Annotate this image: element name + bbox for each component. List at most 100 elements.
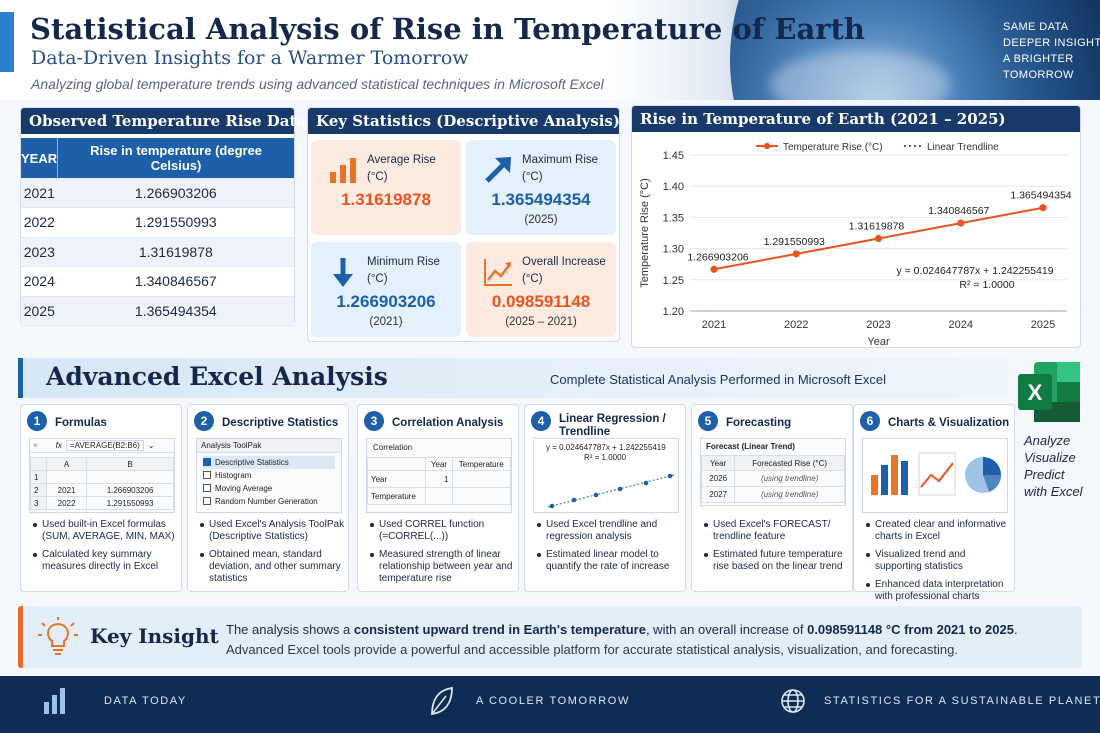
card-title: Correlation Analysis: [392, 417, 504, 429]
column-header-year: YEAR: [21, 138, 58, 178]
bullet-list: Used Excel's FORECAST/ trendline feature…: [704, 519, 849, 579]
footer-item-sustainable-planet: STATISTICS FOR A SUSTAINABLE PLANET: [824, 695, 1100, 707]
cell: [86, 470, 174, 484]
list-item: Calculated key summary measures directly…: [33, 549, 178, 573]
row-header: 2: [30, 483, 47, 497]
overall-increase-value: 0.098591148: [491, 292, 591, 311]
cell-value: 1.340846567: [57, 266, 294, 297]
label-line: Overall Increase: [522, 256, 606, 268]
list-item: Used Excel's Analysis ToolPak (Descripti…: [200, 519, 345, 543]
data-label: 1.365494354: [1010, 190, 1071, 202]
column-header: Year: [701, 455, 736, 471]
excel-icon: X: [1018, 362, 1080, 422]
key-statistics-title: Key Statistics (Descriptive Analysis): [308, 108, 620, 134]
insight-text: The analysis shows a: [226, 622, 354, 637]
row-header: 1: [30, 470, 47, 484]
table-row: 2023 1.31619878: [21, 237, 294, 267]
card-correlation-analysis: 3 Correlation Analysis Correlation Year T…: [357, 404, 519, 592]
data-point: [957, 219, 965, 227]
minimum-rise-label: Minimum Rise (°C): [367, 254, 440, 288]
bar-chart-icon: [330, 158, 356, 183]
cell: [45, 470, 88, 484]
legend-label-temperature: Temperature Rise (°C): [783, 142, 883, 153]
column-header: Year: [425, 457, 453, 471]
average-rise-label: Average Rise (°C): [367, 152, 436, 186]
observed-data-title: Observed Temperature Rise Data: [21, 108, 306, 134]
average-rise-value: 1.31619878: [341, 190, 431, 209]
list-item: Descriptive Statistics: [203, 456, 335, 469]
step-number: 4: [531, 411, 551, 431]
arrow-down-icon: [333, 258, 353, 287]
bullet-list: Created clear and informative charts in …: [866, 519, 1011, 609]
chart-icons-preview: [862, 438, 1008, 513]
list-item: Obtained mean, standard deviation, and o…: [200, 549, 345, 585]
card-descriptive-statistics: 2 Descriptive Statistics Analysis ToolPa…: [187, 404, 349, 592]
label-unit: (°C): [367, 171, 388, 183]
label-unit: (°C): [367, 273, 388, 285]
excel-tagline-line: with Excel: [1024, 484, 1083, 499]
column-header: A: [45, 457, 88, 471]
formula-text: =AVERAGE(B2:B6): [65, 440, 144, 451]
key-insight-title: Key Insight: [90, 624, 219, 648]
slogan-line: SAME DATA: [1003, 21, 1069, 33]
list-item: Moving Average: [203, 482, 335, 495]
data-point: [792, 250, 800, 258]
list-item: Enhanced data interpretation with profes…: [866, 579, 1011, 603]
cell-value: 1.31619878: [57, 237, 294, 267]
cell: [451, 470, 511, 488]
key-insight-text-2: Advanced Excel tools provide a powerful …: [226, 642, 958, 657]
maximum-rise-card: Maximum Rise (°C) 1.365494354 (2025): [466, 140, 616, 235]
trendline-r2: R² = 1.0000: [959, 279, 1014, 291]
temperature-line-chart: 1.20 1.25 1.30 1.35 1.40 1.45 2021 2022 2023 2024…: [639, 142, 1072, 348]
insight-text: , with an overall increase of: [645, 622, 808, 637]
cell-note: (using trendline): [734, 486, 845, 503]
correlation-preview: Correlation Year Temperature Year 1 Temper…: [366, 438, 512, 513]
arrow-up-icon: [485, 157, 511, 183]
x-tick-label: 2022: [784, 319, 808, 331]
overall-increase-card: Overall Increase (°C) 0.098591148 (2025 –…: [466, 242, 616, 337]
cell-year: 2023: [21, 237, 58, 267]
list-item: Used CORREL function (=CORREL(...)): [370, 519, 515, 543]
list-item: Used Excel trendline and regression anal…: [537, 519, 682, 543]
checkbox: [203, 484, 211, 492]
page-tagline: Analyzing global temperature trends usin…: [31, 76, 604, 92]
slogan: SAME DATA DEEPER INSIGHTS A BRIGHTER TOM…: [1003, 19, 1100, 83]
x-axis-label: Year: [867, 336, 890, 348]
data-label: 1.340846567: [928, 205, 989, 217]
cell: [425, 487, 453, 505]
legend-marker-temperature: [763, 142, 771, 150]
cell-value: 1.365494354: [57, 296, 294, 326]
checkbox: [203, 497, 211, 505]
step-number: 5: [698, 411, 718, 431]
label-line: Minimum Rise: [367, 256, 440, 268]
x-tick-label: 2023: [866, 319, 890, 331]
table-row: 2022 1.291550993: [21, 207, 294, 238]
table-row: 2025 1.365494354: [21, 296, 294, 326]
chevron-down-icon: ⌄: [147, 441, 155, 450]
card-linear-regression: 4 Linear Regression / Trendline y = 0.02…: [524, 404, 686, 592]
key-insight-text: The analysis shows a consistent upward t…: [226, 622, 1018, 637]
step-number: 1: [27, 411, 47, 431]
chart-icons: [871, 452, 1001, 496]
cell: [367, 457, 427, 471]
cell-note: (using trendline): [734, 470, 845, 487]
excel-tagline: Analyze Visualize Predict with Excel: [1024, 432, 1083, 500]
column-header-rise: Rise in temperature (degree Celsius): [57, 138, 294, 178]
insight-emphasis: 0.098591148 °C from 2021 to 2025: [807, 622, 1014, 637]
slogan-line: DEEPER INSIGHTS: [1003, 37, 1100, 49]
option-label: Descriptive Statistics: [215, 458, 289, 467]
row-header: Temperature: [367, 487, 427, 505]
correlation-header: Correlation: [373, 443, 413, 452]
list-item: Created clear and informative charts in …: [866, 519, 1011, 543]
step-number: 6: [860, 411, 880, 431]
fx-icon: fx: [55, 441, 62, 450]
svg-text:X: X: [1028, 380, 1043, 405]
legend-label-trendline: Linear Trendline: [927, 142, 999, 153]
checkbox-checked: [203, 458, 211, 466]
bar-chart-icon: [44, 688, 65, 714]
cell-year: 2027: [701, 486, 736, 503]
insight-emphasis: consistent upward trend in Earth's tempe…: [353, 622, 646, 637]
column-header: Forecasted Rise (°C): [734, 455, 845, 471]
